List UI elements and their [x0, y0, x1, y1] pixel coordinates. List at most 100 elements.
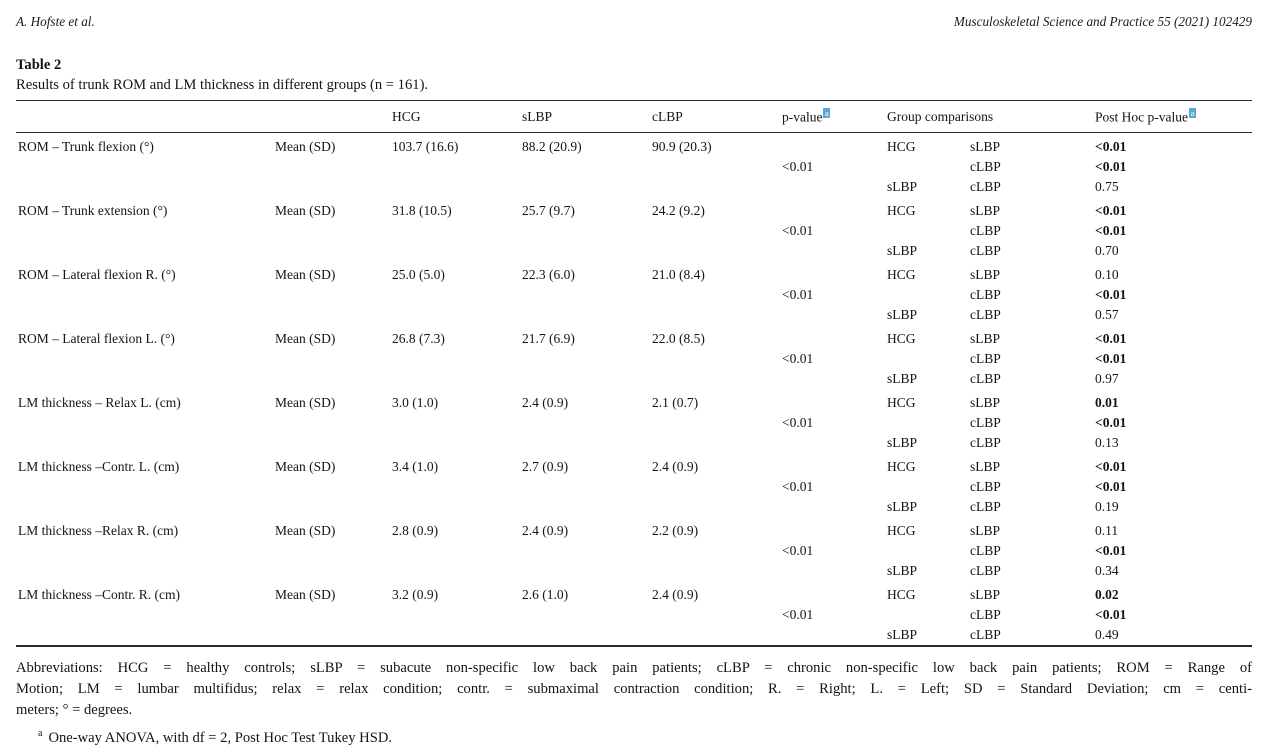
hcg-value [390, 433, 520, 453]
comparison-group-1: sLBP [887, 627, 918, 642]
clbp-value [650, 241, 780, 261]
clbp-value [650, 177, 780, 197]
clbp-value: 2.4 (0.9) [652, 587, 699, 602]
comparison-group-1: HCG [887, 331, 916, 346]
slbp-value: 88.2 (20.9) [522, 139, 582, 154]
measure-label [16, 625, 273, 646]
comparison-group-2: sLBP [970, 139, 1001, 154]
table-row: <0.01 cLBP <0.01 [16, 157, 1252, 177]
table-row: <0.01 cLBP <0.01 [16, 541, 1252, 561]
hcg-value [390, 561, 520, 581]
col-header-hcg: HCG [390, 100, 520, 133]
p-value [780, 517, 885, 541]
clbp-value: 22.0 (8.5) [652, 331, 705, 346]
clbp-value [650, 477, 780, 497]
stat-label: Mean (SD) [275, 203, 336, 218]
measure-label [16, 285, 273, 305]
clbp-value [650, 305, 780, 325]
post-hoc-p-value: 0.97 [1095, 371, 1119, 386]
slbp-value: 2.4 (0.9) [522, 523, 569, 538]
post-hoc-p-value: <0.01 [1095, 139, 1127, 154]
slbp-value [520, 477, 650, 497]
hcg-value [390, 349, 520, 369]
comparison-group-2: sLBP [970, 459, 1001, 474]
p-value: <0.01 [782, 415, 814, 430]
p-value: <0.01 [782, 223, 814, 238]
hcg-value [390, 625, 520, 646]
clbp-value [650, 541, 780, 561]
running-head: A. Hofste et al. Musculoskeletal Science… [16, 14, 1252, 30]
stat-label: Mean (SD) [275, 587, 336, 602]
stat-label: Mean (SD) [275, 459, 336, 474]
comparison-group-1 [885, 157, 968, 177]
comparison-group-1: sLBP [887, 563, 918, 578]
col-header-clbp: cLBP [650, 100, 780, 133]
p-value [780, 369, 885, 389]
post-hoc-p-value: 0.11 [1095, 523, 1119, 538]
comparison-group-2: cLBP [970, 371, 1001, 386]
table-row: <0.01 cLBP <0.01 [16, 349, 1252, 369]
table-row: sLBP cLBP 0.49 [16, 625, 1252, 646]
hcg-value [390, 305, 520, 325]
hcg-value [390, 541, 520, 561]
comparison-group-1: sLBP [887, 435, 918, 450]
comparison-group-2: sLBP [970, 267, 1001, 282]
clbp-value: 21.0 (8.4) [652, 267, 705, 282]
hcg-value: 3.2 (0.9) [392, 587, 439, 602]
comparison-group-1: HCG [887, 395, 916, 410]
stat-label: Mean (SD) [275, 331, 336, 346]
stat-label [273, 561, 390, 581]
comparison-group-2: sLBP [970, 203, 1001, 218]
slbp-value [520, 285, 650, 305]
footnote-a-link-icon[interactable]: a [823, 107, 831, 118]
clbp-value: 90.9 (20.3) [652, 139, 712, 154]
post-hoc-p-value: <0.01 [1095, 543, 1127, 558]
hcg-value: 25.0 (5.0) [392, 267, 445, 282]
post-hoc-p-value: <0.01 [1095, 479, 1127, 494]
footnote-a-link-icon[interactable]: a [1189, 107, 1196, 118]
table-caption: Results of trunk ROM and LM thickness in… [16, 77, 429, 93]
comparison-group-1 [885, 285, 968, 305]
slbp-value [520, 625, 650, 646]
comparison-group-2: sLBP [970, 523, 1001, 538]
hcg-value: 3.0 (1.0) [392, 395, 439, 410]
col-header-stat [273, 100, 390, 133]
comparison-group-2: cLBP [970, 479, 1001, 494]
hcg-value: 31.8 (10.5) [392, 203, 452, 218]
comparison-group-2: cLBP [970, 243, 1001, 258]
stat-label [273, 477, 390, 497]
post-hoc-p-value: 0.70 [1095, 243, 1119, 258]
comparison-group-2: cLBP [970, 179, 1001, 194]
post-hoc-p-value: 0.49 [1095, 627, 1119, 642]
table-row: LM thickness – Relax L. (cm) Mean (SD) 3.0… [16, 389, 1252, 413]
measure-label [16, 157, 273, 177]
clbp-value: 2.4 (0.9) [652, 459, 699, 474]
stat-label [273, 605, 390, 625]
journal-citation: Musculoskeletal Science and Practice 55 … [953, 14, 1252, 29]
p-value [780, 241, 885, 261]
comparison-group-1 [885, 477, 968, 497]
p-value: <0.01 [782, 351, 814, 366]
measure-label [16, 477, 273, 497]
slbp-value: 21.7 (6.9) [522, 331, 575, 346]
comparison-group-2: cLBP [970, 435, 1001, 450]
clbp-value [650, 349, 780, 369]
measure-label [16, 497, 273, 517]
table-row: ROM – Lateral flexion R. (°) Mean (SD) 25.… [16, 261, 1252, 285]
comparison-group-1 [885, 605, 968, 625]
p-value [780, 497, 885, 517]
clbp-value [650, 285, 780, 305]
comparison-group-2: sLBP [970, 331, 1001, 346]
post-hoc-p-value: <0.01 [1095, 203, 1127, 218]
p-value [780, 453, 885, 477]
table-row: sLBP cLBP 0.75 [16, 177, 1252, 197]
p-value [780, 261, 885, 285]
p-value: <0.01 [782, 543, 814, 558]
table-row: sLBP cLBP 0.97 [16, 369, 1252, 389]
measure-label [16, 433, 273, 453]
measure-label [16, 305, 273, 325]
post-hoc-p-value: 0.10 [1095, 267, 1119, 282]
measure-label: LM thickness –Relax R. (cm) [18, 523, 179, 538]
post-hoc-p-value: <0.01 [1095, 607, 1127, 622]
measure-label [16, 413, 273, 433]
